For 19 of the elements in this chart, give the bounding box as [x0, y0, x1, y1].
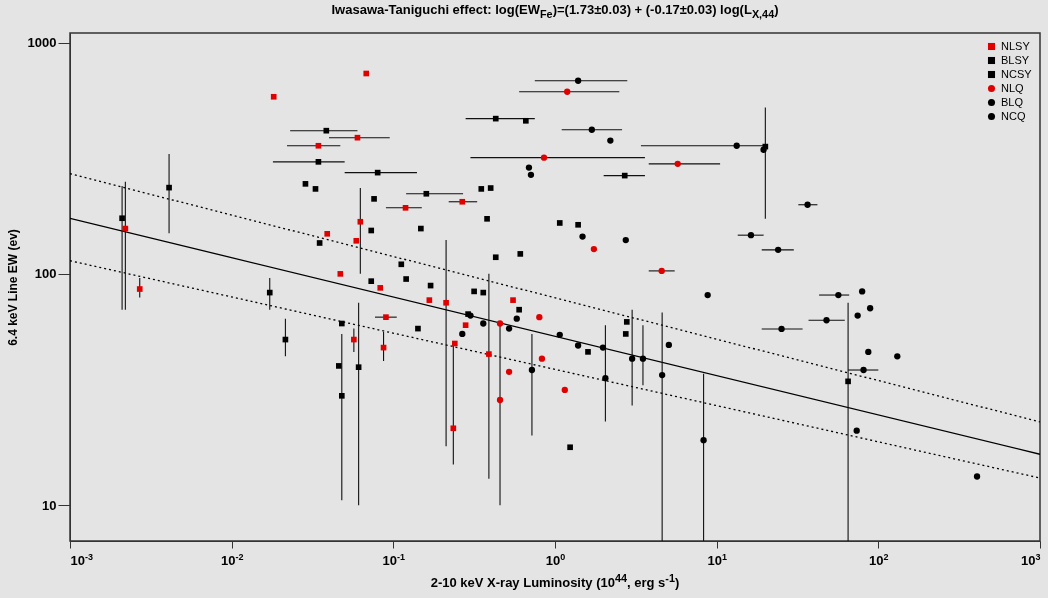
x-axis-title: 2-10 keV X-ray Luminosity (10$^{44}$, erg s$^{-1}$): [429, 572, 681, 591]
legend-label: NLQ: [1001, 81, 1025, 94]
y-tick-label: 1000: [27, 35, 57, 51]
legend-label: NCQ: [1001, 109, 1026, 122]
chart-title: Iwasawa-Taniguchi effect: log(EW$_{Fe}$)=(1.73±0.03) + (-0.17±0.03) log(L$_{X,44}$): [330, 2, 780, 20]
legend-label: BLQ: [1001, 95, 1024, 108]
legend-label: NLSY: [1001, 39, 1031, 52]
x-tick-label: 10$^{3}$: [1021, 551, 1041, 568]
x-tick-label: 10$^{-1}$: [382, 551, 406, 568]
x-tick-label: 10$^{1}$: [707, 551, 727, 568]
y-tick-label: 10: [42, 497, 57, 513]
x-tick-label: 10$^{2}$: [869, 551, 889, 568]
x-tick-label: 10$^{0}$: [545, 551, 566, 568]
legend-label: NCSY: [1001, 67, 1033, 80]
legend-label: BLSY: [1001, 53, 1030, 66]
x-tick-label: 10$^{-3}$: [70, 551, 93, 568]
x-tick-label: 10$^{-2}$: [220, 551, 244, 568]
y-tick-label: 100: [34, 266, 57, 282]
y-axis-title: 6.4 keV Line EW (ev): [5, 229, 20, 346]
